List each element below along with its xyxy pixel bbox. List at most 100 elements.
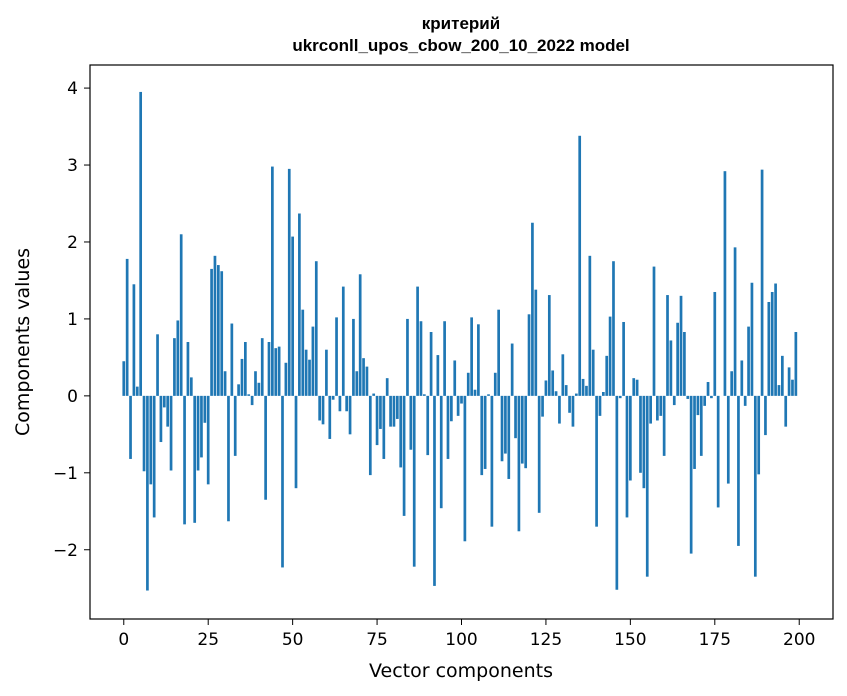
bar-92 (433, 395, 436, 586)
bar-145 (612, 261, 615, 396)
bar-91 (429, 332, 433, 396)
bar-152 (635, 379, 639, 396)
bar-28 (216, 265, 220, 396)
bar-191 (767, 301, 771, 396)
bar-134 (574, 393, 578, 396)
bar-97 (450, 395, 453, 422)
bar-142 (601, 392, 605, 396)
y-tick-label: −1 (53, 464, 78, 484)
bar-69 (355, 371, 359, 396)
bar-185 (747, 326, 750, 396)
bar-107 (483, 395, 487, 469)
bar-197 (787, 367, 791, 396)
bar-124 (541, 395, 544, 417)
bar-136 (581, 378, 585, 396)
y-tick-label: 3 (67, 156, 78, 176)
bar-155 (645, 395, 649, 577)
bar-150 (629, 395, 632, 481)
bar-79 (389, 395, 392, 427)
bar-44 (271, 166, 274, 396)
bar-90 (426, 395, 430, 456)
bar-162 (669, 340, 673, 396)
bar-189 (760, 169, 764, 396)
bar-94 (439, 395, 443, 509)
bar-169 (693, 395, 696, 469)
bar-98 (453, 360, 457, 396)
bar-83 (402, 395, 406, 516)
bar-1 (125, 258, 129, 396)
bar-54 (304, 349, 308, 396)
bar-164 (676, 322, 679, 396)
bar-0 (122, 361, 126, 396)
bar-179 (726, 395, 730, 484)
bar-138 (588, 255, 592, 396)
bar-163 (672, 395, 676, 406)
bar-131 (564, 385, 568, 396)
bar-181 (733, 247, 737, 396)
x-axis-label: Vector components (369, 660, 553, 682)
bar-23 (200, 395, 203, 458)
bar-62 (331, 395, 335, 400)
bar-120 (527, 314, 531, 396)
bar-56 (311, 326, 315, 396)
bar-48 (284, 362, 288, 396)
bar-157 (652, 266, 656, 396)
bar-199 (794, 332, 798, 396)
bar-168 (689, 395, 693, 554)
bar-196 (784, 395, 788, 427)
bar-14 (169, 395, 173, 471)
bar-174 (710, 395, 713, 399)
bar-165 (679, 295, 683, 396)
bar-104 (473, 389, 477, 396)
bar-109 (490, 395, 494, 527)
bar-110 (493, 372, 497, 396)
bar-187 (753, 395, 757, 577)
x-tick-label: 200 (783, 630, 815, 650)
bar-41 (260, 338, 264, 396)
bar-47 (281, 395, 284, 568)
bar-186 (750, 282, 754, 396)
bar-12 (162, 395, 166, 408)
x-tick-label: 175 (699, 630, 731, 650)
x-tick-label: 150 (614, 630, 646, 650)
bar-43 (267, 342, 271, 396)
bar-34 (237, 384, 240, 396)
bar-25 (206, 395, 210, 485)
bar-132 (568, 395, 571, 413)
bar-19 (186, 342, 190, 396)
bar-55 (308, 359, 311, 396)
y-tick-label: −2 (53, 541, 78, 561)
bar-53 (301, 309, 305, 396)
bar-154 (642, 395, 646, 489)
bar-175 (713, 291, 717, 396)
bar-57 (314, 261, 318, 396)
bar-42 (264, 395, 267, 500)
bar-156 (649, 395, 652, 424)
bar-38 (250, 395, 254, 406)
y-tick-label: 2 (67, 233, 78, 253)
bar-129 (558, 395, 561, 424)
bar-9 (152, 395, 156, 518)
bar-151 (632, 378, 636, 396)
bar-180 (730, 371, 734, 396)
bar-125 (544, 380, 548, 396)
bar-106 (480, 395, 484, 476)
bar-84 (406, 318, 409, 396)
bar-133 (571, 395, 575, 427)
bar-178 (723, 171, 727, 396)
bar-67 (348, 395, 352, 435)
bar-116 (514, 395, 517, 439)
bar-32 (230, 323, 234, 396)
bar-188 (757, 395, 761, 475)
bar-74 (372, 393, 376, 396)
bar-40 (257, 382, 261, 396)
bar-87 (416, 286, 419, 396)
bar-77 (382, 395, 386, 459)
bar-160 (662, 395, 666, 456)
bar-193 (774, 283, 777, 396)
bar-105 (477, 324, 480, 396)
bar-195 (780, 355, 784, 396)
bar-140 (595, 395, 598, 527)
bar-36 (244, 342, 247, 396)
